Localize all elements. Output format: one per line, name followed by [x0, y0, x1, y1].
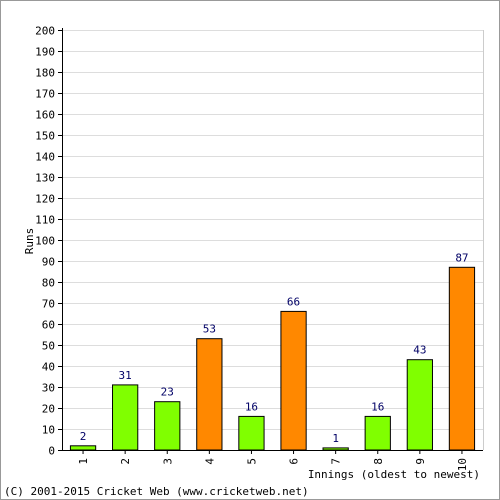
y-tick-label: 30 [42, 382, 55, 395]
y-axis-label: Runs [23, 228, 36, 255]
bars [69, 266, 476, 451]
data-label: 2 [80, 430, 87, 443]
data-label: 16 [371, 400, 384, 413]
y-tick-label: 80 [42, 277, 55, 290]
y-tick-label: 150 [35, 130, 55, 143]
y-tick-label: 170 [35, 88, 55, 101]
x-tick-label: 4 [203, 458, 216, 465]
y-tick-label: 50 [42, 340, 55, 353]
labels: 0102030405060708090100110120130140150160… [35, 25, 469, 472]
y-tick-label: 10 [42, 424, 55, 437]
bar-innings-1 [69, 445, 97, 451]
y-tick-label: 60 [42, 319, 55, 332]
bar-innings-5 [238, 415, 265, 451]
x-tick-label: 2 [119, 458, 132, 465]
y-tick-label: 40 [42, 361, 55, 374]
axes [58, 28, 483, 454]
bar-innings-4 [196, 338, 223, 451]
y-tick-label: 160 [35, 109, 55, 122]
data-label: 23 [161, 386, 174, 399]
data-label: 31 [119, 369, 132, 382]
data-label: 87 [455, 251, 468, 264]
y-tick-label: 120 [35, 193, 55, 206]
y-tick-label: 200 [35, 25, 55, 38]
x-tick-label: 3 [161, 458, 174, 465]
x-tick-label: 7 [330, 458, 343, 465]
bar-innings-9 [406, 359, 433, 451]
bar-innings-10 [448, 266, 476, 451]
x-tick-label: 9 [414, 458, 427, 465]
bar-innings-2 [112, 384, 139, 451]
data-label: 1 [332, 432, 339, 445]
y-tick-label: 190 [35, 46, 55, 59]
x-tick-label: 6 [288, 458, 301, 465]
y-tick-label: 70 [42, 298, 55, 311]
y-tick-label: 180 [35, 67, 55, 80]
x-tick-label: 1 [77, 458, 90, 465]
x-tick-label: 5 [245, 458, 258, 465]
data-label: 66 [287, 295, 300, 308]
y-tick-label: 140 [35, 151, 55, 164]
x-axis-label: Innings (oldest to newest) [308, 468, 480, 481]
data-label: 43 [413, 344, 426, 357]
copyright-footer: (C) 2001-2015 Cricket Web (www.cricketwe… [4, 485, 309, 498]
y-tick-label: 0 [48, 445, 55, 458]
data-label: 16 [245, 400, 258, 413]
data-label: 53 [203, 323, 216, 336]
y-tick-label: 90 [42, 256, 55, 269]
y-tick-label: 20 [42, 403, 55, 416]
y-tick-label: 100 [35, 235, 55, 248]
x-tick-label: 8 [372, 458, 385, 465]
y-tick-label: 110 [35, 214, 55, 227]
bar-innings-3 [154, 401, 181, 451]
bar-innings-6 [280, 310, 307, 451]
bar-innings-8 [364, 415, 391, 451]
bar-innings-7 [322, 447, 349, 451]
x-tick-label: 10 [456, 458, 469, 471]
y-tick-label: 130 [35, 172, 55, 185]
